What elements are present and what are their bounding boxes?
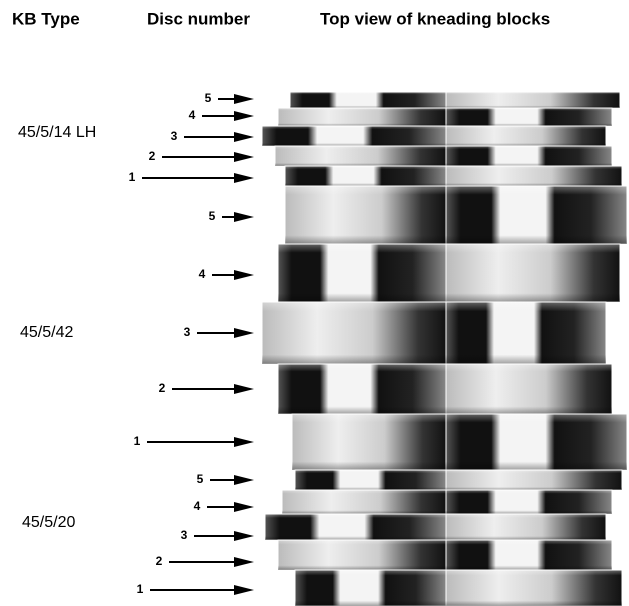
disc-shade bbox=[262, 126, 606, 146]
arrow-head bbox=[234, 502, 254, 512]
arrow-head bbox=[234, 585, 254, 595]
kneading-blocks bbox=[261, 91, 628, 606]
arrow-head bbox=[234, 437, 254, 447]
arrow-head bbox=[234, 111, 254, 121]
arrow-head bbox=[234, 212, 254, 222]
disc-shade bbox=[262, 302, 606, 364]
disc-number: 5 bbox=[209, 209, 216, 223]
disc-number: 1 bbox=[134, 434, 141, 448]
header: Top view of kneading blocks bbox=[320, 9, 550, 28]
arrow-head bbox=[234, 531, 254, 541]
arrow-head bbox=[234, 384, 254, 394]
arrow-head bbox=[234, 173, 254, 183]
disc-shade bbox=[265, 514, 606, 540]
kb-type: 45/5/14 LH bbox=[18, 124, 96, 141]
disc-number: 4 bbox=[194, 499, 201, 513]
disc-shade bbox=[290, 92, 620, 108]
disc-shade bbox=[295, 470, 622, 490]
disc-shade bbox=[278, 364, 612, 414]
disc-number: 5 bbox=[197, 472, 204, 486]
disc-shade bbox=[278, 244, 620, 302]
disc-number: 3 bbox=[171, 129, 178, 143]
arrow-head bbox=[234, 557, 254, 567]
kb-type: 45/5/42 bbox=[20, 324, 73, 341]
disc-number: 2 bbox=[159, 381, 166, 395]
disc-shade bbox=[285, 186, 627, 244]
header: Disc number bbox=[147, 9, 250, 28]
disc-number: 4 bbox=[189, 108, 196, 122]
disc-shade bbox=[275, 146, 612, 166]
arrow-head bbox=[234, 132, 254, 142]
disc-number: 2 bbox=[156, 554, 163, 568]
kb-type: 45/5/20 bbox=[22, 514, 75, 531]
disc-number: 2 bbox=[149, 149, 156, 163]
disc-shade bbox=[292, 414, 627, 470]
disc-number: 1 bbox=[129, 170, 136, 184]
disc-shade bbox=[282, 490, 612, 514]
arrow-head bbox=[234, 328, 254, 338]
disc-shade bbox=[285, 166, 622, 186]
disc-number: 3 bbox=[184, 325, 191, 339]
disc-shade bbox=[278, 108, 612, 126]
arrow-head bbox=[234, 152, 254, 162]
disc-number: 3 bbox=[181, 528, 188, 542]
disc-number: 1 bbox=[137, 582, 144, 596]
arrow-head bbox=[234, 270, 254, 280]
disc-shade bbox=[278, 540, 612, 570]
arrow-head bbox=[234, 475, 254, 485]
disc-number: 4 bbox=[199, 267, 206, 281]
disc-shade bbox=[295, 570, 622, 606]
header: KB Type bbox=[12, 9, 80, 28]
arrow-head bbox=[234, 94, 254, 104]
disc-number: 5 bbox=[205, 91, 212, 105]
